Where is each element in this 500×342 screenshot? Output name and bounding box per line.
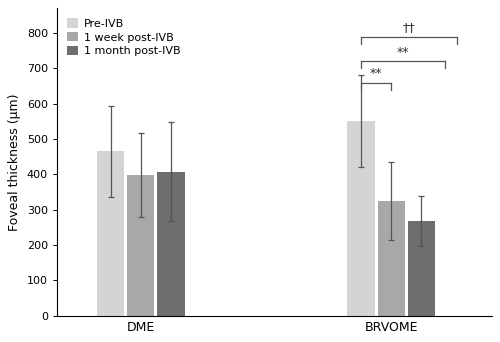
Bar: [408, 221, 436, 316]
Bar: [96, 152, 124, 316]
Bar: [378, 201, 405, 316]
Legend: Pre-IVB, 1 week post-IVB, 1 month post-IVB: Pre-IVB, 1 week post-IVB, 1 month post-I…: [62, 14, 185, 61]
Text: **: **: [370, 67, 382, 80]
Bar: [127, 175, 154, 316]
Text: ††: ††: [402, 21, 415, 34]
Bar: [348, 121, 375, 316]
Y-axis label: Foveal thickness (μm): Foveal thickness (μm): [8, 93, 22, 231]
Text: **: **: [397, 45, 409, 58]
Bar: [157, 172, 184, 316]
